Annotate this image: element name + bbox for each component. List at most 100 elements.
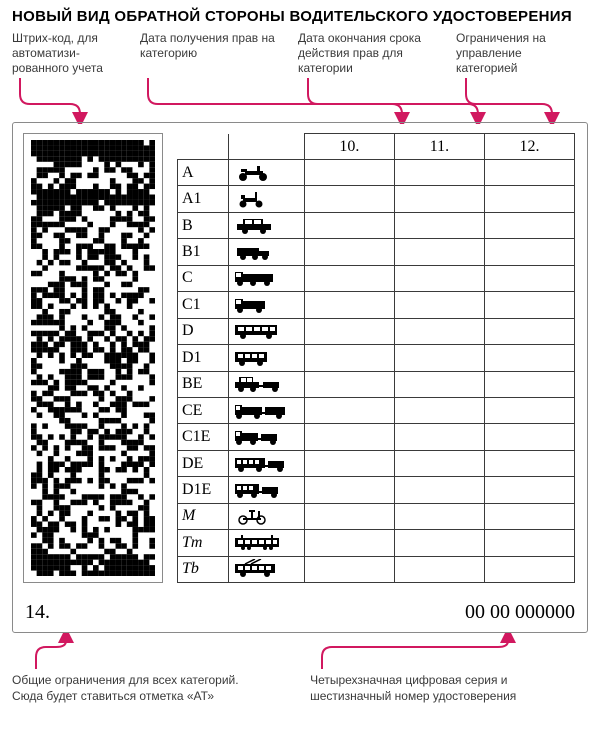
- barcode-icon: [31, 140, 155, 576]
- callout-field14-text: Общие ограничения для всех категорий. Сю…: [12, 673, 239, 703]
- cell-col12: [484, 397, 574, 423]
- cell-col12: [484, 477, 574, 503]
- category-label: D1: [178, 345, 229, 371]
- tram-icon: [229, 530, 305, 556]
- header-blank-icon: [229, 134, 305, 160]
- cell-col11: [394, 450, 484, 476]
- card-bottom-row: 14. 00 00 000000: [23, 601, 577, 624]
- trolleybus-icon: [229, 556, 305, 582]
- cell-col11: [394, 556, 484, 582]
- callout-barcode-text: Штрих-код, для автоматизи- рованного уче…: [12, 31, 103, 75]
- table-row: B1: [178, 239, 575, 265]
- cell-col11: [394, 292, 484, 318]
- top-callouts: Штрих-код, для автоматизи- рованного уче…: [12, 31, 588, 76]
- callout-barcode: Штрих-код, для автоматизи- рованного уче…: [12, 31, 132, 76]
- cell-col12: [484, 371, 574, 397]
- motorcycle-icon: [229, 160, 305, 186]
- table-row: M: [178, 503, 575, 529]
- table-row: BE: [178, 371, 575, 397]
- table-row: DE: [178, 450, 575, 476]
- category-label: Tb: [178, 556, 229, 582]
- minibus-trailer-icon: [229, 477, 305, 503]
- cell-col11: [394, 397, 484, 423]
- cell-col11: [394, 318, 484, 344]
- cell-col12: [484, 292, 574, 318]
- cell-col10: [304, 503, 394, 529]
- table-row: D: [178, 318, 575, 344]
- cell-col12: [484, 160, 574, 186]
- car-trailer-icon: [229, 371, 305, 397]
- cell-col11: [394, 345, 484, 371]
- table-row: D1E: [178, 477, 575, 503]
- category-label: C1E: [178, 424, 229, 450]
- table-row: A: [178, 160, 575, 186]
- cell-col12: [484, 265, 574, 291]
- cell-col10: [304, 450, 394, 476]
- cell-col10: [304, 318, 394, 344]
- category-label: C: [178, 265, 229, 291]
- category-label: BE: [178, 371, 229, 397]
- cell-col12: [484, 212, 574, 238]
- bus-icon: [229, 318, 305, 344]
- callout-serial-text: Четырехзначная цифровая серия и шестизна…: [310, 673, 516, 703]
- cell-col12: [484, 503, 574, 529]
- bicycle-motor-icon: [229, 503, 305, 529]
- callout-expires-text: Дата окончания срока действия прав для к…: [298, 31, 421, 75]
- top-arrows: [12, 78, 588, 124]
- cell-col10: [304, 160, 394, 186]
- minibus-icon: [229, 345, 305, 371]
- cell-col11: [394, 503, 484, 529]
- table-row: A1: [178, 186, 575, 212]
- callout-field14: Общие ограничения для всех категорий. Сю…: [12, 673, 270, 704]
- cell-col10: [304, 556, 394, 582]
- table-row: C: [178, 265, 575, 291]
- category-label: DE: [178, 450, 229, 476]
- cell-col12: [484, 424, 574, 450]
- table-row: C1: [178, 292, 575, 318]
- category-label: B1: [178, 239, 229, 265]
- bottom-arrows: [12, 633, 588, 673]
- cell-col10: [304, 424, 394, 450]
- truck-trailer-icon: [229, 397, 305, 423]
- cell-col12: [484, 345, 574, 371]
- cell-col11: [394, 530, 484, 556]
- cell-col10: [304, 212, 394, 238]
- category-label: M: [178, 503, 229, 529]
- bus-trailer-icon: [229, 450, 305, 476]
- table-row: C1E: [178, 424, 575, 450]
- cell-col10: [304, 292, 394, 318]
- truck-small-icon: [229, 292, 305, 318]
- table-row: Tm: [178, 530, 575, 556]
- header-col12: 12.: [484, 134, 574, 160]
- category-label: CE: [178, 397, 229, 423]
- table-row: CE: [178, 397, 575, 423]
- cell-col11: [394, 477, 484, 503]
- cell-col12: [484, 186, 574, 212]
- header-blank-cat: [178, 134, 229, 160]
- cell-col10: [304, 265, 394, 291]
- category-label: A1: [178, 186, 229, 212]
- category-label: D1E: [178, 477, 229, 503]
- barcode-frame: [23, 133, 163, 583]
- category-label: Tm: [178, 530, 229, 556]
- field-14-label: 14.: [25, 601, 50, 624]
- category-label: D: [178, 318, 229, 344]
- category-label: B: [178, 212, 229, 238]
- cell-col12: [484, 239, 574, 265]
- callout-restrict-text: Ограничения на управление категорией: [456, 31, 546, 75]
- cell-col11: [394, 265, 484, 291]
- quad-icon: [229, 239, 305, 265]
- cell-col11: [394, 160, 484, 186]
- callout-expires: Дата окончания срока действия прав для к…: [298, 31, 448, 76]
- table-row: D1: [178, 345, 575, 371]
- cell-col11: [394, 424, 484, 450]
- table-row: Tb: [178, 556, 575, 582]
- cell-col11: [394, 186, 484, 212]
- cell-col10: [304, 345, 394, 371]
- bottom-callouts: Общие ограничения для всех категорий. Сю…: [12, 673, 588, 704]
- callout-issued: Дата получения прав на категорию: [140, 31, 290, 76]
- cell-col10: [304, 397, 394, 423]
- table-row: B: [178, 212, 575, 238]
- cell-col11: [394, 212, 484, 238]
- cell-col12: [484, 318, 574, 344]
